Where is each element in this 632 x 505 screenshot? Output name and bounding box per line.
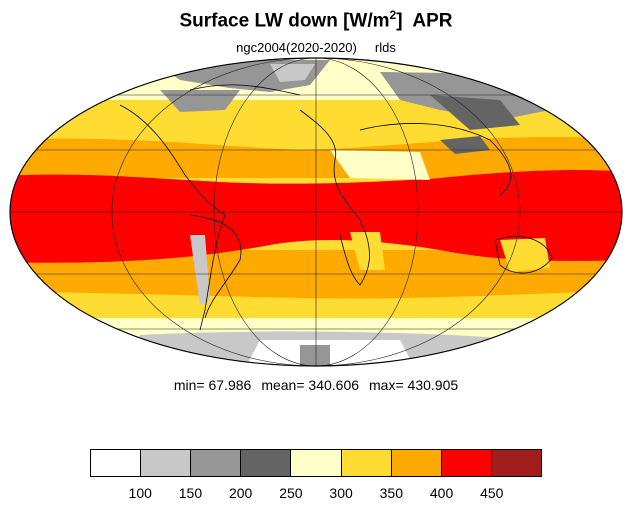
stats-line: min= 67.986 mean= 340.606 max= 430.905 <box>173 377 459 393</box>
run-label: ngc2004(2020-2020) <box>236 40 357 55</box>
colorbar-tick-label: 250 <box>279 485 303 501</box>
map-title: Surface LW down [W/m2] APR <box>179 8 453 32</box>
colorbar-labels: 100 150 200 250 300 350 400 450 <box>90 485 542 503</box>
map-subtitle: ngc2004(2020-2020) rlds <box>0 40 632 55</box>
mean-value: 340.606 <box>308 377 360 393</box>
variable-label: rlds <box>374 40 396 55</box>
colorbar-tick-label: 350 <box>379 485 404 501</box>
colorbar-tick-label: 200 <box>228 485 253 501</box>
colorbar-swatch <box>191 450 242 476</box>
colorbar-tick-label: 450 <box>480 485 504 501</box>
max-value: 430.905 <box>407 377 459 393</box>
colorbar-swatch <box>491 450 541 476</box>
colorbar-swatch <box>441 450 492 476</box>
colorbar-swatch <box>141 450 192 476</box>
colorbar-tick-label: 150 <box>178 485 203 501</box>
map-fill <box>10 58 622 366</box>
min-value: 67.986 <box>208 377 252 393</box>
colorbar-tick-label: 400 <box>429 485 454 501</box>
colorbar-tick-label: 100 <box>128 485 152 501</box>
colorbar-swatch <box>91 450 142 476</box>
colorbar-tick-label: 300 <box>329 485 353 501</box>
colorbar-swatch <box>291 450 342 476</box>
colorbar <box>90 449 542 477</box>
colorbar-swatch <box>391 450 442 476</box>
colorbar-swatch <box>241 450 292 476</box>
map-border <box>9 57 623 367</box>
colorbar-swatch <box>341 450 392 476</box>
